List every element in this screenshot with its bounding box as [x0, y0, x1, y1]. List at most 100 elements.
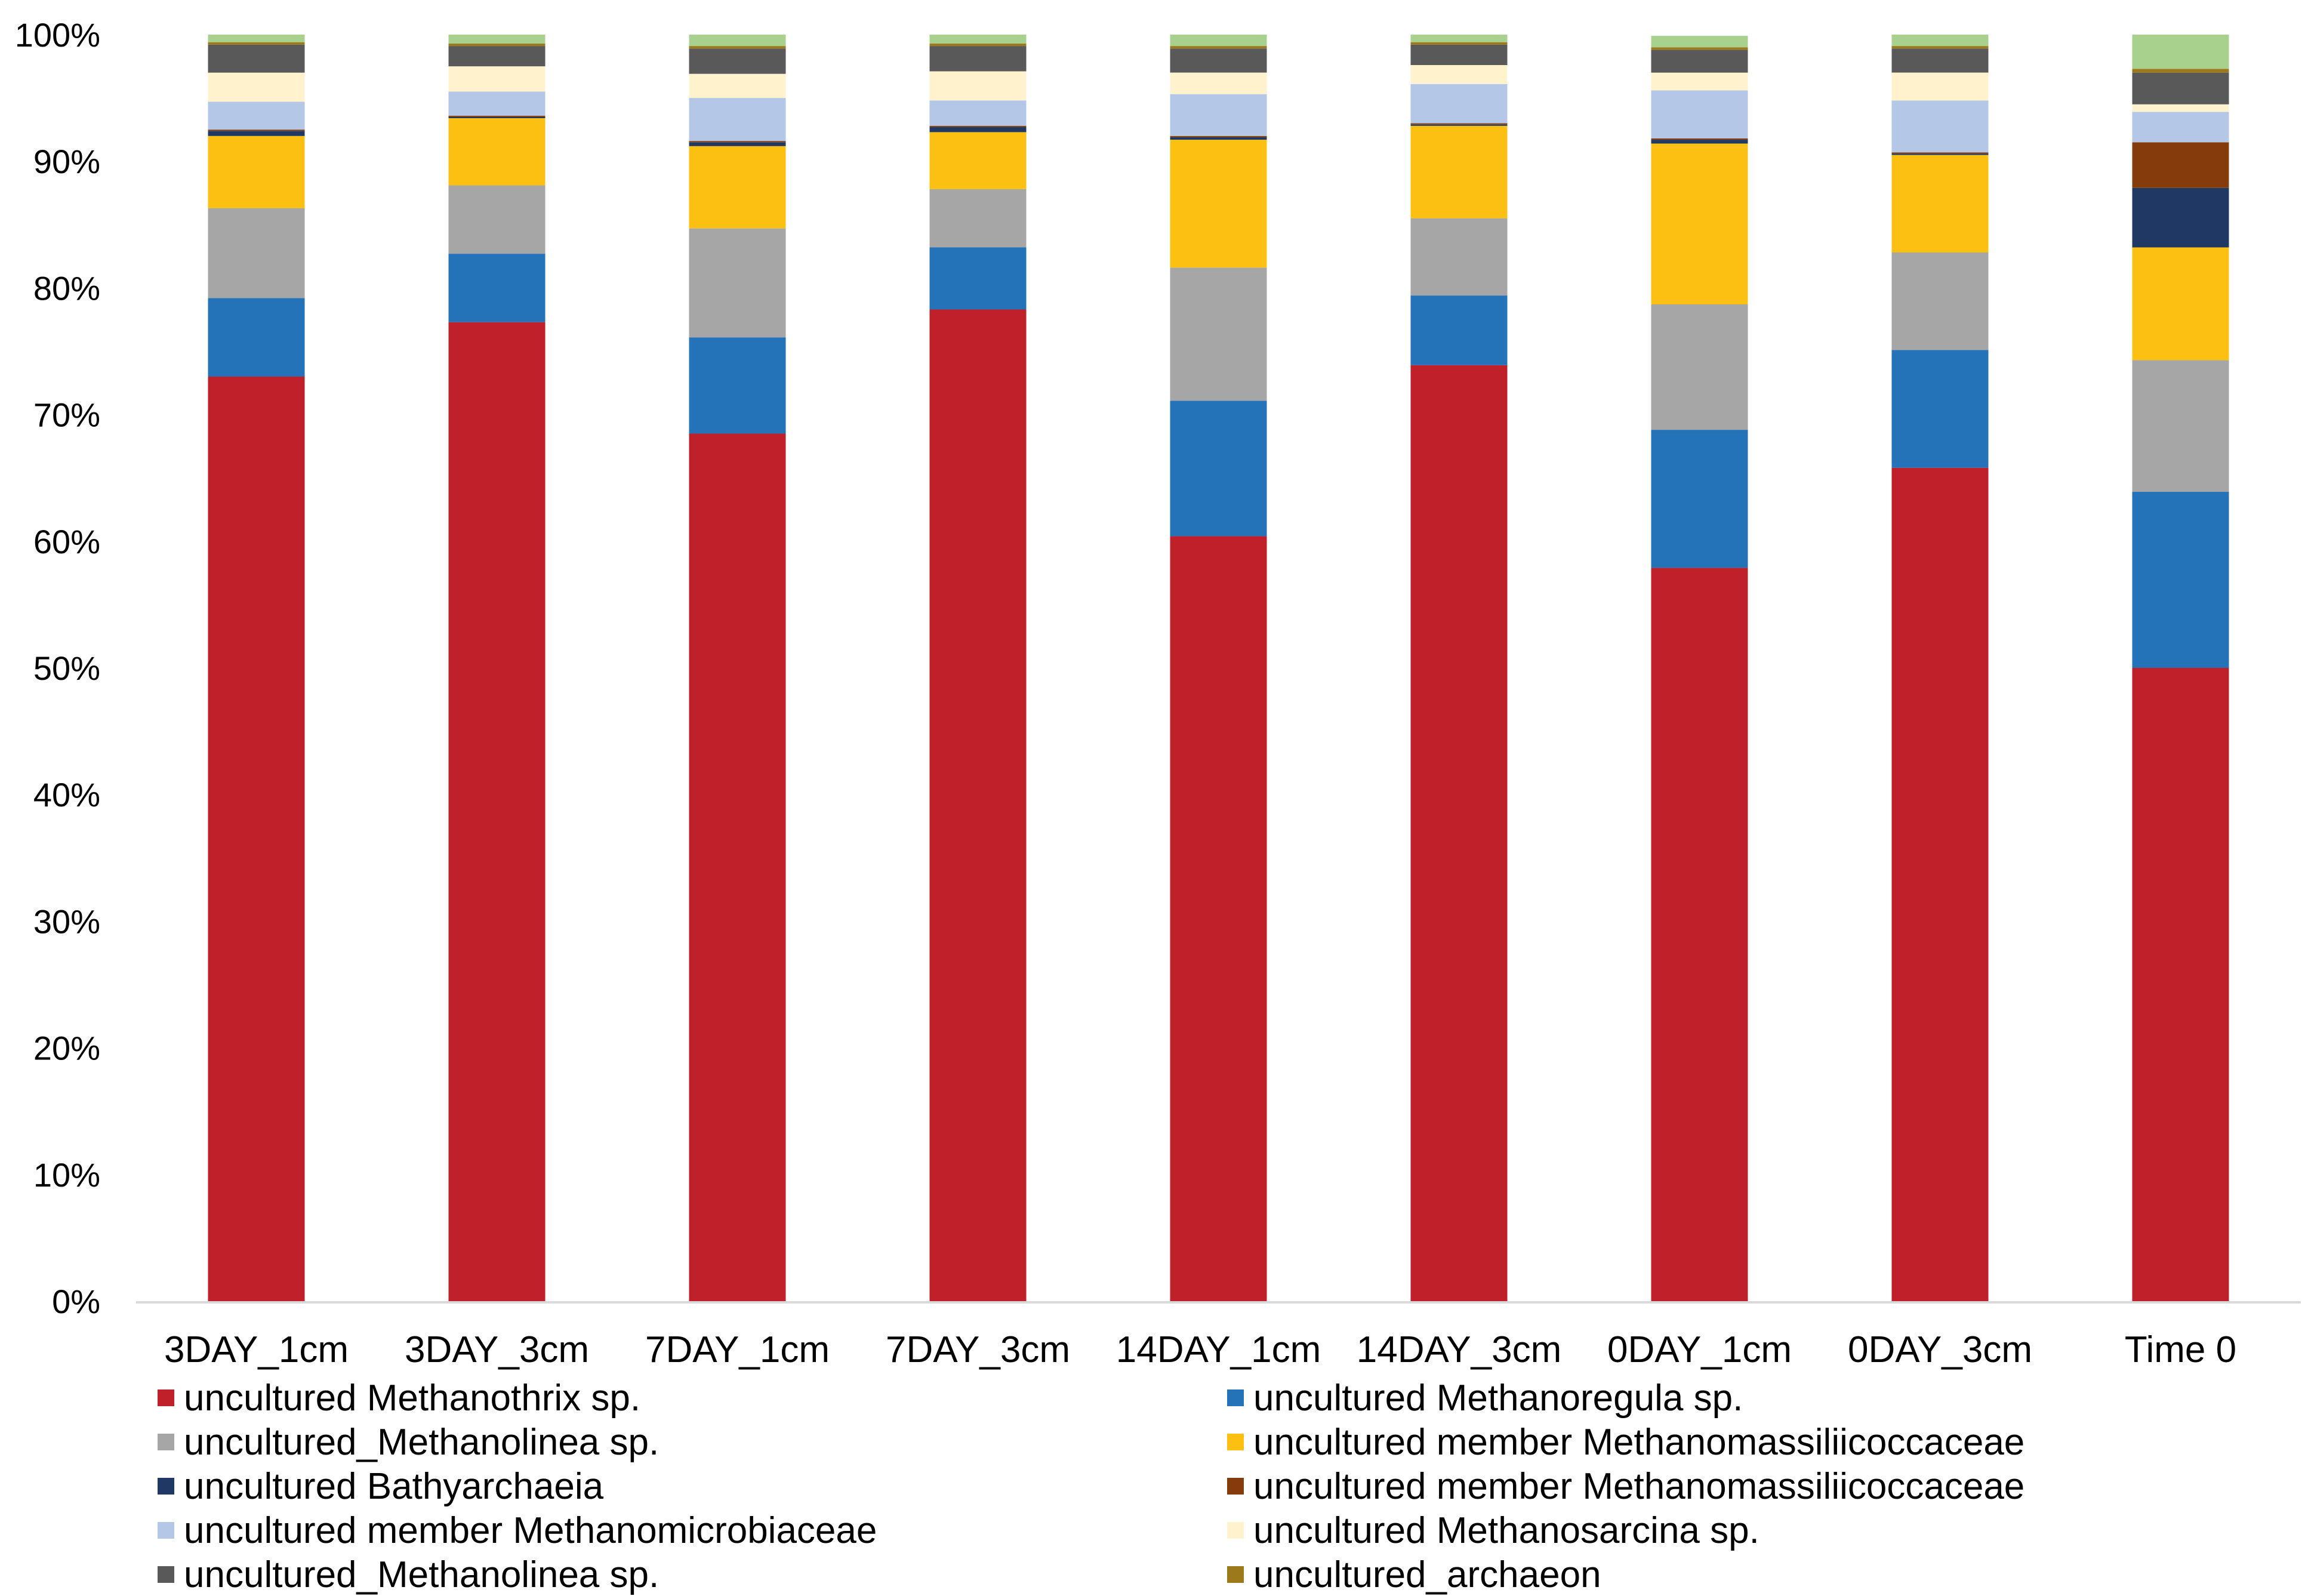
- bar-segment: [1410, 123, 1508, 125]
- bar-segment: [689, 337, 786, 434]
- legend-swatch: [158, 1522, 174, 1539]
- bar-segment: [689, 146, 786, 229]
- bar-segment: [689, 73, 786, 98]
- bar-segment: [929, 132, 1027, 189]
- legend-swatch: [1227, 1522, 1244, 1539]
- bar-segment: [1410, 84, 1508, 124]
- bar-stack: [1170, 35, 1267, 1301]
- y-tick-label: 30%: [33, 902, 100, 940]
- legend-swatch: [158, 1478, 174, 1495]
- bar-segment: [689, 142, 786, 146]
- bar-segment: [1891, 152, 1989, 154]
- legend: uncultured Methanothrix sp. uncultured Me…: [158, 1378, 2024, 1595]
- bar-segment: [1410, 124, 1508, 126]
- bar-segment: [1891, 46, 1989, 49]
- x-tick-label: 7DAY_1cm: [645, 1329, 830, 1370]
- y-tick-label: 80%: [33, 269, 100, 307]
- bar-stack: [2132, 35, 2229, 1301]
- bar-segment: [2132, 35, 2229, 69]
- bar-segment: [1410, 64, 1508, 84]
- legend-item: uncultured_archaeon: [1227, 1554, 1601, 1595]
- bar-segment: [1651, 36, 1748, 48]
- bar-segment: [929, 35, 1027, 44]
- bar-segment: [1891, 155, 1989, 252]
- bar-segment: [929, 100, 1027, 126]
- y-tick-label: 90%: [33, 143, 100, 180]
- legend-swatch: [158, 1434, 174, 1450]
- bar-segment: [1651, 568, 1748, 1301]
- y-tick-label: 0%: [52, 1283, 100, 1320]
- bar-segment: [1651, 304, 1748, 430]
- bar-segment: [448, 66, 546, 92]
- bar-segment: [1410, 42, 1508, 45]
- bar-segment: [2132, 668, 2229, 1301]
- bar-segment: [2132, 360, 2229, 492]
- bar-segment: [208, 45, 305, 73]
- bar-stack: [448, 35, 546, 1302]
- bar-segment: [1891, 72, 1989, 101]
- legend-item: uncultured_Methanolinea sp.: [158, 1554, 659, 1595]
- bar-stack: [929, 35, 1027, 1301]
- legend-item: uncultured member Methanomicrobiaceae: [158, 1510, 877, 1551]
- bar-segment: [448, 43, 546, 47]
- legend-swatch: [1227, 1566, 1244, 1583]
- bar-segment: [2132, 104, 2229, 112]
- bar-segment: [1891, 100, 1989, 153]
- bar-segment: [208, 208, 305, 298]
- x-tick-label: 0DAY_3cm: [1848, 1329, 2032, 1370]
- bar-segment: [929, 247, 1027, 310]
- bar-segment: [1170, 94, 1267, 136]
- bar-segment: [689, 98, 786, 141]
- bar-segment: [689, 228, 786, 338]
- legend-swatch: [158, 1389, 174, 1406]
- bar-segment: [929, 189, 1027, 248]
- bar-segment: [1170, 135, 1267, 137]
- bar-segment: [208, 101, 305, 130]
- bar-segment: [1651, 143, 1748, 304]
- legend-label: uncultured_archaeon: [1253, 1554, 1601, 1595]
- bar-segment: [448, 35, 546, 44]
- legend-item: uncultured member Methanomassiliicoccace…: [1227, 1422, 2024, 1463]
- legend-swatch: [158, 1566, 174, 1583]
- bar-segment: [1170, 140, 1267, 268]
- bar-segment: [208, 376, 305, 1301]
- bar-segment: [448, 254, 546, 322]
- legend-label: uncultured Methanosarcina sp.: [1253, 1510, 1759, 1551]
- bar-segment: [689, 46, 786, 49]
- bar-segment: [208, 135, 305, 208]
- bar-segment: [929, 46, 1027, 72]
- bar-stack: [689, 35, 786, 1301]
- y-tick-label: 50%: [33, 649, 100, 687]
- bar-segment: [929, 43, 1027, 47]
- bar-segment: [1651, 138, 1748, 140]
- bar-segment: [208, 35, 305, 42]
- bar-segment: [689, 35, 786, 47]
- bar-stack: [208, 35, 305, 1301]
- bar-segment: [448, 118, 546, 186]
- y-tick-label: 10%: [33, 1156, 100, 1194]
- x-tick-label: 14DAY_1cm: [1116, 1329, 1321, 1370]
- bar-segment: [448, 46, 546, 67]
- bar-segment: [929, 127, 1027, 133]
- bar-segment: [2132, 69, 2229, 73]
- bar-segment: [1891, 48, 1989, 73]
- legend-label: uncultured member Methanomassiliicoccace…: [1253, 1466, 2024, 1507]
- bar-segment: [1410, 35, 1508, 42]
- bar-segment: [2132, 247, 2229, 361]
- bar-segment: [689, 141, 786, 143]
- bar-segment: [448, 116, 546, 118]
- bar-segment: [448, 185, 546, 254]
- bar-segment: [689, 433, 786, 1301]
- bar-segment: [1410, 218, 1508, 296]
- bar-segment: [208, 298, 305, 377]
- bar-segment: [1170, 72, 1267, 94]
- bar-segment: [1891, 252, 1989, 350]
- bar-segment: [2132, 492, 2229, 668]
- legend-label: uncultured_Methanolinea sp.: [184, 1554, 659, 1595]
- bar-segment: [1891, 467, 1989, 1302]
- x-tick-label: 0DAY_1cm: [1607, 1329, 1792, 1370]
- bar-segment: [2132, 142, 2229, 188]
- legend-label: uncultured Methanothrix sp.: [184, 1378, 640, 1419]
- y-tick-label: 40%: [33, 776, 100, 814]
- bar-segment: [1651, 50, 1748, 73]
